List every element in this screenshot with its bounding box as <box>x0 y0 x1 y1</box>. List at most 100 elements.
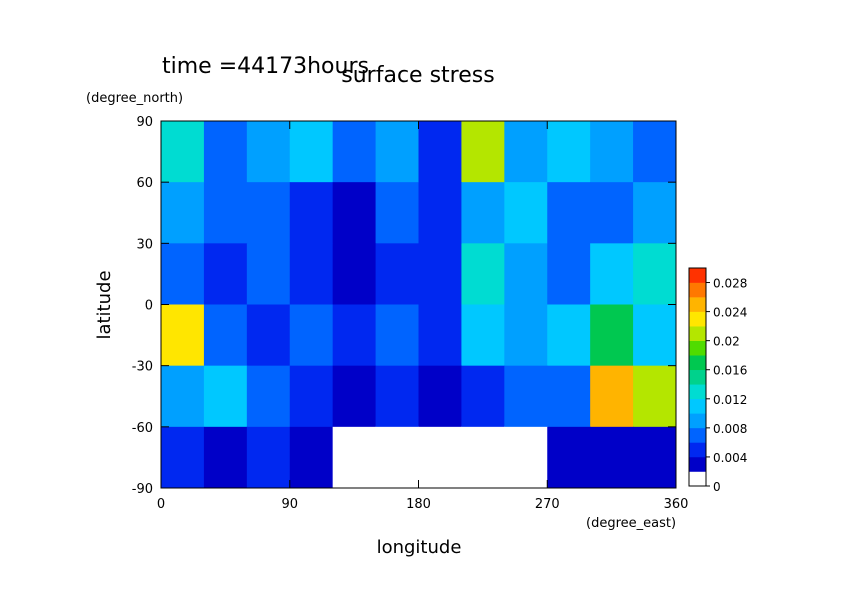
field-cell <box>504 304 548 367</box>
y-tick-label: 90 <box>136 115 153 130</box>
colorbar-tick-label: 0 <box>713 480 721 494</box>
colorbar-frame <box>688 267 707 487</box>
colorbar-segment <box>689 471 706 487</box>
field-cell <box>590 121 634 183</box>
field-cell <box>289 304 334 367</box>
field-cell <box>289 182 334 244</box>
colorbar-segment <box>689 355 706 371</box>
field-cell <box>203 365 248 428</box>
field-cell <box>203 121 248 183</box>
field-cell <box>375 243 419 305</box>
field-cell <box>461 426 505 489</box>
field-cell <box>375 121 419 183</box>
x-tick-label: 0 <box>157 497 165 512</box>
field-cell <box>289 121 334 183</box>
field-cell <box>332 243 377 305</box>
field-cell <box>203 304 248 367</box>
colorbar-segment <box>689 340 706 356</box>
x-tick-label: 90 <box>281 497 298 512</box>
field-cell <box>161 426 205 489</box>
field-cell <box>461 182 505 244</box>
field-cell <box>246 365 291 428</box>
field-cell <box>332 426 377 489</box>
field-cell <box>633 304 677 367</box>
field-cell <box>203 243 248 305</box>
y-tick-label: -30 <box>132 360 153 375</box>
field-cell <box>418 182 462 244</box>
y-tick-label: 30 <box>136 237 153 252</box>
colorbar-tick-label: 0.024 <box>713 306 747 320</box>
colorbar-segment <box>689 442 706 458</box>
field-cell <box>633 365 677 428</box>
field-cell <box>246 304 291 367</box>
field-cell <box>161 304 205 367</box>
field-cell <box>418 121 462 183</box>
colorbar-tick-label: 0.02 <box>713 335 740 349</box>
field-cell <box>246 121 291 183</box>
colorbar-segment <box>689 297 706 312</box>
x-tick-label: 360 <box>664 497 689 512</box>
axes: 0 90 180 270 360 -90 -60 -30 0 30 60 90 0 0.004 0.008 0… <box>132 115 748 512</box>
colorbar-tick-label: 0.028 <box>713 277 747 291</box>
colorbar-segment <box>689 398 706 414</box>
colorbar-segment <box>689 311 706 327</box>
field-cell <box>161 121 205 183</box>
x-axis-label: longitude <box>377 537 462 558</box>
field-cell <box>633 182 677 244</box>
y-tick-label: 60 <box>136 176 153 191</box>
y-unit: (degree_north) <box>86 91 183 106</box>
field-cell <box>590 365 634 428</box>
colorbar-tick-label: 0.012 <box>713 393 747 407</box>
field-cell <box>461 121 505 183</box>
field-cell <box>161 243 205 305</box>
colorbar-segment <box>689 282 706 298</box>
field-cell <box>289 243 334 305</box>
field-cell <box>246 243 291 305</box>
field-cell <box>504 365 548 428</box>
colorbar-tick-label: 0.016 <box>713 364 747 378</box>
time-label: time =44173hours <box>162 54 369 79</box>
colorbar-segment <box>689 413 706 429</box>
field-cell <box>590 182 634 244</box>
field-cell <box>547 426 591 489</box>
field-cell <box>547 121 591 183</box>
y-tick-label: 0 <box>145 299 153 314</box>
field-cell <box>547 182 591 244</box>
field-cell <box>590 243 634 305</box>
field-cell <box>547 304 591 367</box>
chart-title: surface stress <box>341 63 494 88</box>
field-cell <box>461 365 505 428</box>
field-cell <box>375 304 419 367</box>
field-cell <box>289 426 334 489</box>
field-cell <box>289 365 334 428</box>
field-cell <box>161 182 205 244</box>
field <box>161 121 677 489</box>
field-cell <box>246 182 291 244</box>
field-cell <box>633 121 677 183</box>
field-cell <box>418 365 462 428</box>
y-tick-label: -60 <box>132 421 153 436</box>
field-cell <box>332 365 377 428</box>
colorbar-segment <box>689 326 706 341</box>
field-cell <box>203 182 248 244</box>
x-tick-label: 180 <box>406 497 431 512</box>
field-cell <box>375 426 419 489</box>
field-cell <box>332 182 377 244</box>
field-cell <box>332 121 377 183</box>
colorbar-tick-label: 0.008 <box>713 422 747 436</box>
colorbar-segment <box>689 384 706 400</box>
field-cell <box>461 243 505 305</box>
field-cell <box>375 365 419 428</box>
field-cell <box>418 243 462 305</box>
field-cell <box>203 426 248 489</box>
field-cell <box>590 426 634 489</box>
colorbar-tick-label: 0.004 <box>713 451 747 465</box>
field-cell <box>246 426 291 489</box>
colorbar-segment <box>689 369 706 385</box>
x-tick-label: 270 <box>535 497 560 512</box>
field-cell <box>332 304 377 367</box>
colorbar-segment <box>689 427 706 443</box>
field-cell <box>504 243 548 305</box>
colorbar-segment <box>689 456 706 472</box>
field-cell <box>375 182 419 244</box>
